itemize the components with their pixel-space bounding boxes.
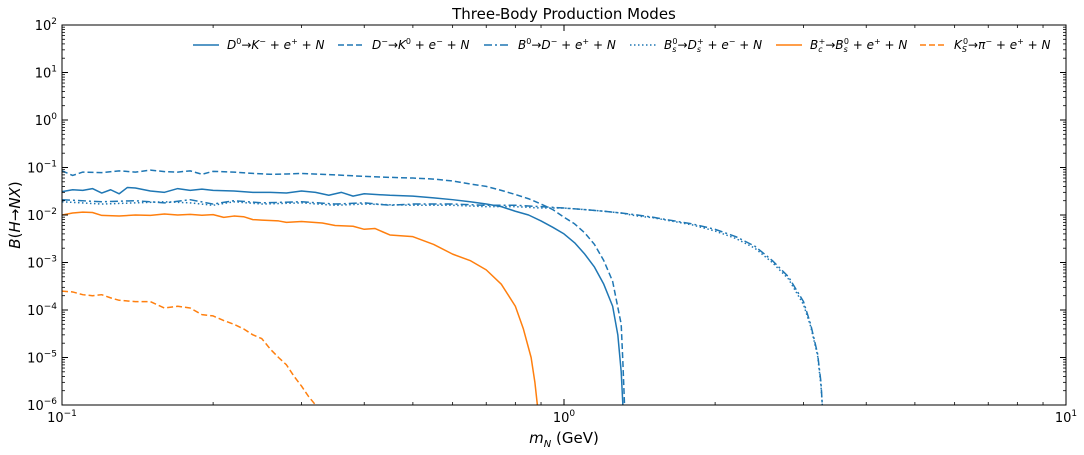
series-line-5 (62, 211, 539, 405)
legend-label: K_S⁰→π⁻ + e⁺ + N KS0→π− + e+ + N (954, 37, 1051, 54)
y-tick-label: 101 (35, 65, 57, 82)
legend-entry-3: B⁰→D⁻ + e⁺ + N B0→D− + e+ + N (484, 37, 616, 52)
series-line-1 (62, 186, 624, 405)
legend-entry-1: D⁰→K⁻ + e⁺ + ND0→K− + e+ + N (193, 37, 324, 52)
legend-label: B_s⁰→D_s⁺ + e⁻ + N Bs0→Ds+ + e− + N (664, 37, 762, 54)
legend-entry-4: B_s⁰→D_s⁺ + e⁻ + N Bs0→Ds+ + e− + N (630, 37, 762, 54)
series-group (62, 169, 824, 405)
x-axis: 10−1 100 101 (47, 25, 1077, 426)
x-tick-label: 100 (553, 409, 576, 426)
legend-entry-6: K_S⁰→π⁻ + e⁺ + N KS0→π− + e+ + N (920, 37, 1051, 54)
series-line-2 (62, 169, 626, 405)
legend-entry-5: B_c⁺→B_s⁰ + e⁺ + N Bc+→Bs0 + e+ + N (776, 37, 907, 54)
y-tick-label: 10−2 (27, 207, 57, 224)
legend-label: D⁻→K⁰ + e⁻ + N D−→K0 + e− + N (372, 37, 469, 52)
y-tick-label: 10−3 (27, 255, 57, 272)
legend-entry-2: D⁻→K⁰ + e⁻ + N D−→K0 + e− + N (338, 37, 469, 52)
y-tick-label: 10−6 (27, 397, 57, 414)
legend-label: D⁰→K⁻ + e⁺ + ND0→K− + e+ + N (227, 37, 324, 52)
legend-label: B_c⁺→B_s⁰ + e⁺ + N Bc+→Bs0 + e+ + N (810, 37, 907, 54)
y-tick-label: 100 (35, 112, 58, 129)
x-tick-label: 101 (1055, 409, 1077, 426)
y-tick-label: 10−1 (27, 160, 57, 177)
series-line-3 (62, 198, 824, 405)
legend: D⁰→K⁻ + e⁺ + ND0→K− + e+ + N D⁻→K⁰ + e⁻ +… (193, 37, 1051, 54)
y-tick-label: 102 (35, 17, 57, 34)
series-line-6 (62, 290, 317, 405)
chart-title: Three-Body Production Modes (451, 5, 676, 23)
x-axis-label: mN (GeV) (529, 429, 599, 450)
x-tick-label: 10−1 (47, 409, 77, 426)
y-tick-label: 10−4 (27, 302, 57, 319)
series-line-4 (62, 201, 824, 405)
y-axis: 10−6 10−5 10−4 10−3 10−2 10−1 100 101 102 (27, 17, 1066, 414)
y-tick-label: 10−5 (27, 350, 57, 367)
y-axis-label: B(H→NX) (6, 181, 24, 248)
legend-label: B⁰→D⁻ + e⁺ + N B0→D− + e+ + N (518, 37, 616, 52)
